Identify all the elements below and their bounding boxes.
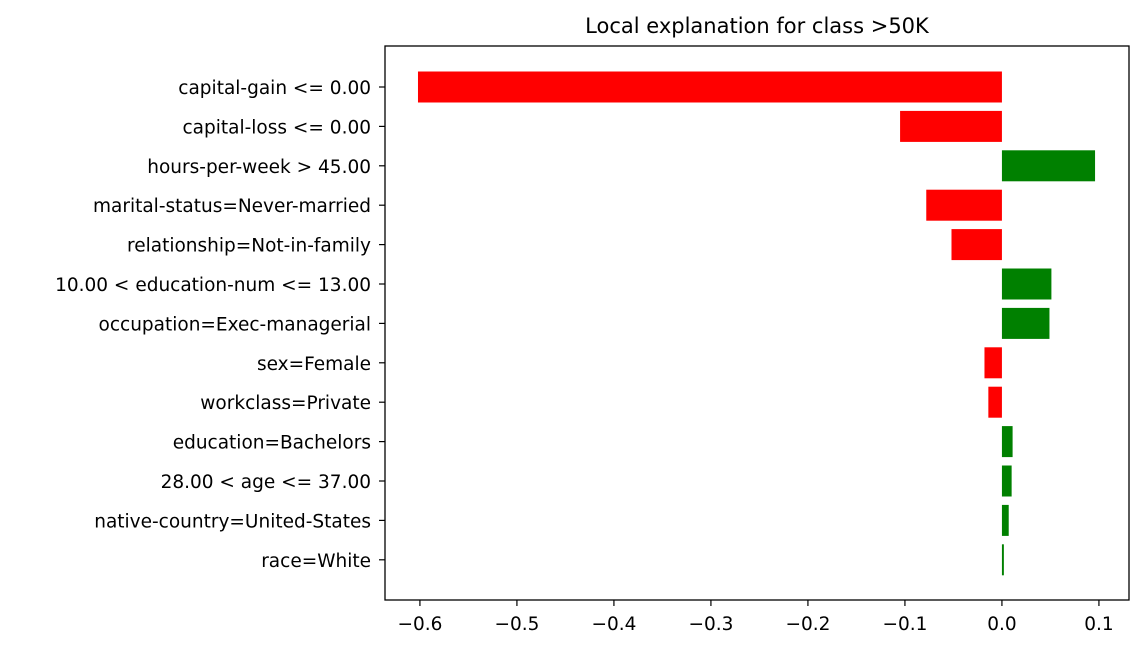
plot-frame	[384, 45, 1130, 601]
y-axis: capital-gain <= 0.00 capital-loss <= 0.00…	[55, 78, 385, 572]
y-tick-label-9: education=Bachelors	[173, 433, 371, 454]
bar-12	[1001, 544, 1004, 576]
y-tick-label-5: 10.00 < education-num <= 13.00	[55, 275, 371, 296]
y-tick-label-12: race=White	[261, 551, 371, 572]
bar-1	[900, 110, 1002, 142]
y-tick-label-3: marital-status=Never-married	[93, 196, 371, 217]
x-tick-label-0: −0.6	[397, 614, 442, 635]
bar-3	[926, 189, 1002, 221]
bar-7	[984, 347, 1002, 379]
bar-2	[1001, 150, 1096, 182]
y-tick-label-4: relationship=Not-in-family	[127, 236, 371, 257]
x-tick-label-4: −0.2	[785, 614, 830, 635]
bar-9	[1001, 426, 1013, 458]
bar-4	[951, 229, 1002, 261]
bars-group	[417, 71, 1096, 576]
x-tick-label-3: −0.3	[688, 614, 733, 635]
y-tick-label-6: occupation=Exec-managerial	[99, 314, 371, 335]
bar-0	[417, 71, 1002, 103]
y-tick-label-0: capital-gain <= 0.00	[178, 78, 371, 99]
y-tick-label-2: hours-per-week > 45.00	[147, 157, 371, 178]
x-tick-label-1: −0.5	[494, 614, 539, 635]
x-tick-label-2: −0.4	[591, 614, 636, 635]
bar-6	[1001, 307, 1050, 339]
x-tick-label-5: −0.1	[882, 614, 927, 635]
y-tick-label-1: capital-loss <= 0.00	[183, 117, 372, 138]
y-tick-label-7: sex=Female	[257, 354, 371, 375]
x-tick-label-6: 0.0	[987, 614, 1016, 635]
y-tick-label-10: 28.00 < age <= 37.00	[161, 472, 371, 493]
y-tick-label-11: native-country=United-States	[94, 511, 371, 532]
y-tick-label-8: workclass=Private	[200, 393, 371, 414]
chart-title: Local explanation for class >50K	[585, 14, 930, 38]
bar-10	[1001, 465, 1012, 497]
x-axis: −0.6 −0.5 −0.4 −0.3 −0.2 −0.1 0.0 0.1	[397, 600, 1114, 635]
x-tick-label-7: 0.1	[1084, 614, 1113, 635]
bar-5	[1001, 268, 1052, 300]
bar-11	[1001, 504, 1009, 536]
bar-8	[988, 386, 1002, 418]
